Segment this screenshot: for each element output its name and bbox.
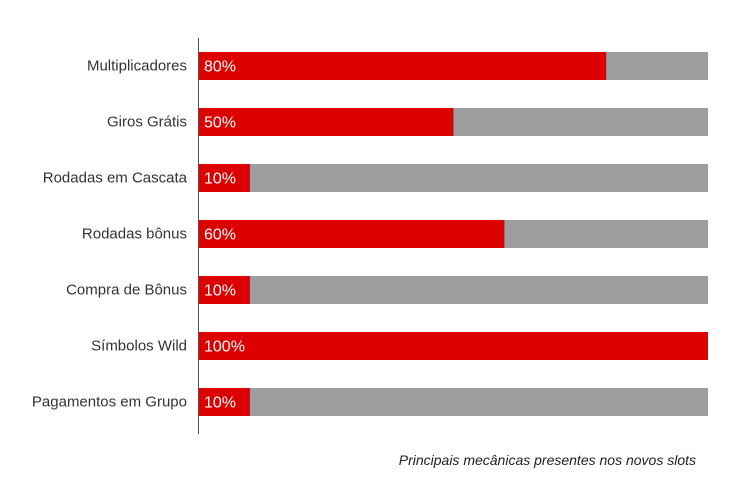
category-label-multiplicadores: Multiplicadores bbox=[87, 58, 187, 75]
category-label-rodadas-em-cascata: Rodadas em Cascata bbox=[43, 170, 188, 187]
category-label-rodadas-bonus: Rodadas bônus bbox=[82, 226, 187, 243]
value-label-rodadas-bonus: 60% bbox=[204, 227, 236, 244]
value-label-multiplicadores: 80% bbox=[204, 59, 236, 76]
value-label-rodadas-em-cascata: 10% bbox=[204, 171, 236, 188]
value-label-pagamentos-em-grupo: 10% bbox=[204, 395, 236, 412]
value-label-simbolos-wild: 100% bbox=[204, 339, 245, 356]
bar-remainder-compra-de-bonus bbox=[199, 276, 708, 304]
bar-value-simbolos-wild bbox=[199, 332, 708, 360]
bar-value-multiplicadores bbox=[199, 52, 607, 80]
bar-value-pagamentos-em-grupo bbox=[199, 388, 250, 416]
bar-value-giros-gratis bbox=[199, 108, 454, 136]
bar-value-rodadas-bonus bbox=[199, 220, 505, 248]
category-label-simbolos-wild: Símbolos Wild bbox=[91, 338, 187, 355]
bars-group bbox=[199, 52, 708, 416]
bar-remainder-pagamentos-em-grupo bbox=[199, 388, 708, 416]
chart-caption: Principais mecânicas presentes nos novos… bbox=[398, 452, 696, 468]
bar-remainder-rodadas-em-cascata bbox=[199, 164, 708, 192]
bar-value-compra-de-bonus bbox=[199, 276, 250, 304]
labels-group: Multiplicadores 80% Giros Grátis 50% Rodadas… bbox=[32, 58, 245, 412]
category-label-pagamentos-em-grupo: Pagamentos em Grupo bbox=[32, 394, 187, 411]
value-label-compra-de-bonus: 10% bbox=[204, 283, 236, 300]
bar-value-rodadas-em-cascata bbox=[199, 164, 250, 192]
value-label-giros-gratis: 50% bbox=[204, 115, 236, 132]
category-label-giros-gratis: Giros Grátis bbox=[107, 114, 187, 131]
category-label-compra-de-bonus: Compra de Bônus bbox=[66, 282, 187, 299]
